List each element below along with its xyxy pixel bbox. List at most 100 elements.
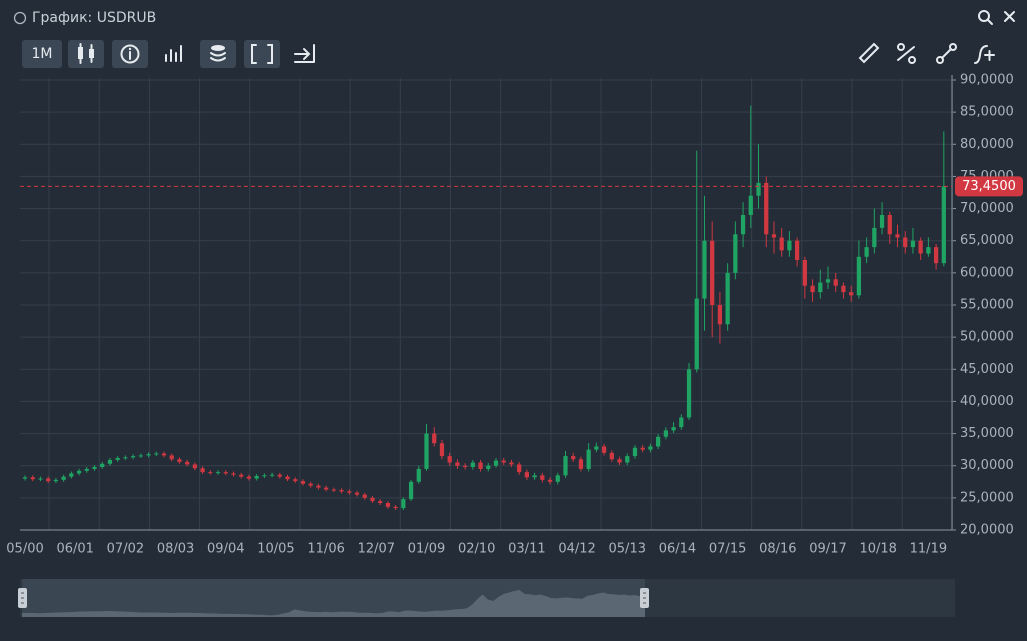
candle-body: [733, 234, 738, 273]
navigator-area: [22, 590, 645, 617]
candle-body: [547, 479, 553, 482]
brackets-button[interactable]: [244, 40, 280, 68]
candle-body: [571, 456, 576, 460]
y-tick-label: 85,0000: [960, 105, 1014, 120]
search-button[interactable]: [978, 10, 993, 25]
candle-body: [285, 476, 290, 480]
x-tick-label: 03/11: [508, 542, 545, 557]
y-tick-label: 90,0000: [960, 73, 1014, 88]
candle-body: [933, 247, 939, 264]
candle-body: [231, 473, 236, 475]
candle-body: [107, 459, 113, 464]
candle-body: [408, 481, 414, 500]
x-tick-label: 09/17: [809, 542, 846, 557]
timeframe-label: 1M: [32, 46, 53, 62]
candle-body: [841, 285, 846, 293]
y-tick-label: 65,0000: [960, 233, 1014, 248]
timeframe-button[interactable]: 1M: [22, 40, 62, 68]
candle-body: [540, 475, 545, 480]
candle-body: [76, 470, 82, 474]
trend-tool[interactable]: [897, 43, 916, 64]
x-tick-label: 06/14: [659, 542, 696, 557]
candle-body: [208, 472, 213, 474]
candle-body: [462, 465, 468, 467]
y-tick-label: 30,0000: [960, 458, 1014, 473]
candle-body: [493, 460, 499, 466]
last-price-badge: [955, 176, 1023, 197]
candle-body: [903, 237, 908, 248]
candles-button[interactable]: [68, 40, 104, 68]
candle-body: [370, 497, 375, 502]
candle-body: [632, 447, 638, 457]
x-tick-label: 10/05: [257, 542, 294, 557]
ruler-tool[interactable]: [858, 42, 880, 64]
line-tool[interactable]: [936, 43, 957, 64]
candle-body: [347, 491, 352, 493]
candle-body: [671, 427, 676, 431]
candle-body: [725, 272, 730, 325]
candle-body: [38, 478, 43, 480]
window-title: График: USDRUB: [32, 10, 156, 26]
x-tick-label: 07/15: [709, 542, 746, 557]
candle-body: [818, 282, 823, 293]
candle-body: [161, 453, 167, 456]
candle-body: [200, 468, 205, 473]
x-tick-label: 10/18: [859, 542, 896, 557]
candle-body: [833, 279, 838, 286]
candle-body: [123, 457, 128, 459]
candle-body: [748, 195, 753, 215]
candle-body: [617, 459, 622, 463]
y-tick-label: 20,0000: [960, 523, 1014, 538]
y-tick-label: 50,0000: [960, 330, 1014, 345]
y-tick-label: 80,0000: [960, 137, 1014, 152]
navigator-handle-right[interactable]: [640, 588, 649, 608]
info-button[interactable]: [112, 40, 148, 68]
candle-body: [532, 475, 537, 478]
scroll-end-button[interactable]: [294, 44, 315, 63]
candle-body: [879, 215, 885, 228]
add-indicator-tool[interactable]: [974, 45, 995, 64]
x-tick-label: 01/09: [408, 542, 445, 557]
candle-body: [501, 460, 506, 463]
candle-body: [941, 186, 946, 264]
volume-button[interactable]: [165, 45, 182, 62]
candle-body: [864, 247, 869, 257]
candle-body: [872, 227, 877, 248]
candle-body: [586, 449, 591, 469]
candle-body: [393, 506, 398, 509]
close-button[interactable]: [1004, 11, 1015, 22]
candle-body: [22, 477, 28, 479]
navigator-handle-left[interactable]: [18, 588, 27, 608]
candle-body: [849, 292, 854, 296]
candle-body: [223, 472, 228, 474]
x-tick-label: 04/12: [558, 542, 595, 557]
candle-body: [524, 472, 530, 478]
candle-body: [262, 475, 267, 477]
candle-body: [385, 503, 391, 507]
candle-body: [92, 467, 97, 469]
candle-body: [787, 240, 792, 251]
x-tick-label: 08/03: [157, 542, 194, 557]
candle-body: [146, 454, 151, 456]
candle-body: [771, 234, 777, 238]
candle-body: [331, 489, 336, 491]
candle-body: [293, 479, 298, 482]
candle-body: [694, 298, 699, 370]
candle-body: [764, 182, 769, 235]
candle-body: [895, 234, 900, 238]
candle-body: [432, 433, 437, 444]
candle-body: [308, 483, 313, 486]
x-tick-label: 07/02: [107, 542, 144, 557]
y-tick-label: 25,0000: [960, 490, 1014, 505]
layers-button[interactable]: [200, 40, 236, 68]
candle-body: [300, 481, 306, 484]
candle-body: [555, 475, 560, 482]
candle-body: [424, 433, 429, 469]
candle-body: [663, 430, 668, 437]
y-tick-label: 35,0000: [960, 426, 1014, 441]
candle-body: [324, 487, 329, 490]
y-tick-label: 70,0000: [960, 201, 1014, 216]
candle-body: [686, 369, 692, 418]
candle-body: [169, 455, 174, 460]
candle-body: [578, 459, 584, 469]
